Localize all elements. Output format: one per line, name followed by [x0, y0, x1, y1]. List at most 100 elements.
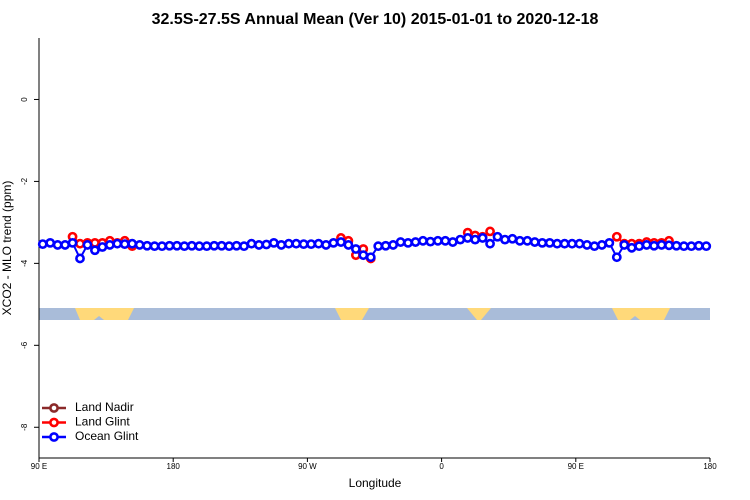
data-point	[254, 240, 264, 250]
data-point	[380, 240, 391, 251]
data-point	[283, 238, 294, 249]
data-point	[693, 240, 704, 251]
data-point	[37, 239, 48, 250]
data-point	[90, 245, 100, 256]
data-point	[306, 239, 317, 250]
data-point	[164, 240, 175, 251]
data-point	[418, 235, 428, 246]
data-point	[216, 240, 227, 251]
data-point	[477, 233, 488, 243]
data-point	[649, 240, 659, 251]
data-point	[224, 241, 235, 252]
data-point	[149, 241, 160, 252]
land-band	[467, 308, 491, 320]
data-point	[440, 235, 451, 246]
data-point	[686, 241, 697, 252]
data-point	[641, 240, 652, 250]
data-point	[403, 237, 413, 248]
data-point	[664, 240, 674, 251]
y-axis-label: XCO2 - MLO trend (ppm)	[0, 181, 14, 316]
data-point	[559, 238, 570, 249]
x-axis-label: Longitude	[349, 476, 402, 490]
data-point	[619, 240, 630, 250]
data-point	[596, 240, 607, 250]
data-point	[276, 240, 287, 250]
data-point	[246, 238, 257, 249]
data-point	[343, 240, 354, 250]
x-tick-label: 180	[167, 462, 181, 471]
data-point	[157, 241, 167, 252]
data-point	[485, 226, 495, 237]
y-tick-label: -8	[20, 423, 29, 431]
data-point	[425, 236, 436, 247]
data-point	[626, 242, 637, 253]
data-point	[373, 241, 384, 252]
data-point	[447, 237, 458, 247]
data-point	[127, 238, 138, 249]
data-point	[209, 240, 220, 251]
data-point	[336, 237, 346, 247]
y-tick-label: -4	[20, 259, 29, 267]
data-point	[313, 238, 324, 249]
data-point	[574, 238, 585, 249]
data-point	[529, 237, 540, 247]
legend-label: Ocean Glint	[75, 429, 139, 443]
data-point	[194, 241, 205, 252]
land-band	[335, 308, 369, 320]
data-point	[388, 240, 399, 250]
x-tick-label: 180	[703, 462, 717, 471]
x-tick-label: 90 E	[568, 462, 584, 471]
data-point	[350, 244, 361, 254]
data-point	[544, 237, 555, 248]
data-point	[432, 235, 443, 246]
data-point	[291, 238, 302, 249]
legend-label: Land Glint	[75, 415, 130, 429]
data-point	[455, 234, 466, 245]
data-point	[82, 240, 93, 250]
data-point	[507, 233, 518, 244]
data-point	[104, 240, 115, 250]
chart-title: 32.5S-27.5S Annual Mean (Ver 10) 2015-01…	[152, 11, 599, 28]
data-point	[172, 240, 182, 251]
data-point	[492, 231, 503, 242]
data-point	[67, 237, 78, 248]
legend-marker	[49, 403, 59, 413]
data-point	[634, 241, 645, 252]
legend-label: Land Nadir	[75, 400, 134, 414]
data-point	[268, 237, 279, 248]
data-point	[611, 231, 622, 242]
data-point	[604, 237, 615, 248]
data-point	[679, 241, 689, 252]
data-point	[462, 233, 473, 243]
data-point	[45, 237, 56, 248]
legend-marker	[49, 432, 59, 442]
x-tick-label: 90 E	[31, 462, 47, 471]
land-ocean-band	[39, 308, 710, 320]
data-point	[514, 235, 525, 246]
y-tick-label: -6	[20, 341, 29, 349]
data-point	[522, 235, 533, 246]
data-point	[395, 237, 406, 247]
data-point	[75, 238, 85, 249]
data-point	[328, 237, 339, 248]
data-point	[119, 239, 130, 250]
data-point	[485, 238, 495, 249]
data-point	[298, 239, 309, 250]
data-point	[231, 240, 242, 251]
data-point	[582, 240, 592, 250]
data-point	[186, 240, 197, 251]
data-point	[261, 239, 272, 250]
data-point	[552, 238, 563, 249]
y-tick-label: -2	[20, 177, 29, 185]
x-tick-label: 90 W	[298, 462, 317, 471]
data-point	[239, 241, 249, 252]
data-point	[142, 240, 153, 251]
data-point	[134, 240, 145, 250]
data-point	[97, 242, 108, 252]
data-point	[358, 250, 369, 261]
data-point	[321, 240, 331, 250]
ocean-band	[39, 308, 710, 320]
data-point	[60, 240, 70, 250]
data-point	[201, 241, 212, 252]
